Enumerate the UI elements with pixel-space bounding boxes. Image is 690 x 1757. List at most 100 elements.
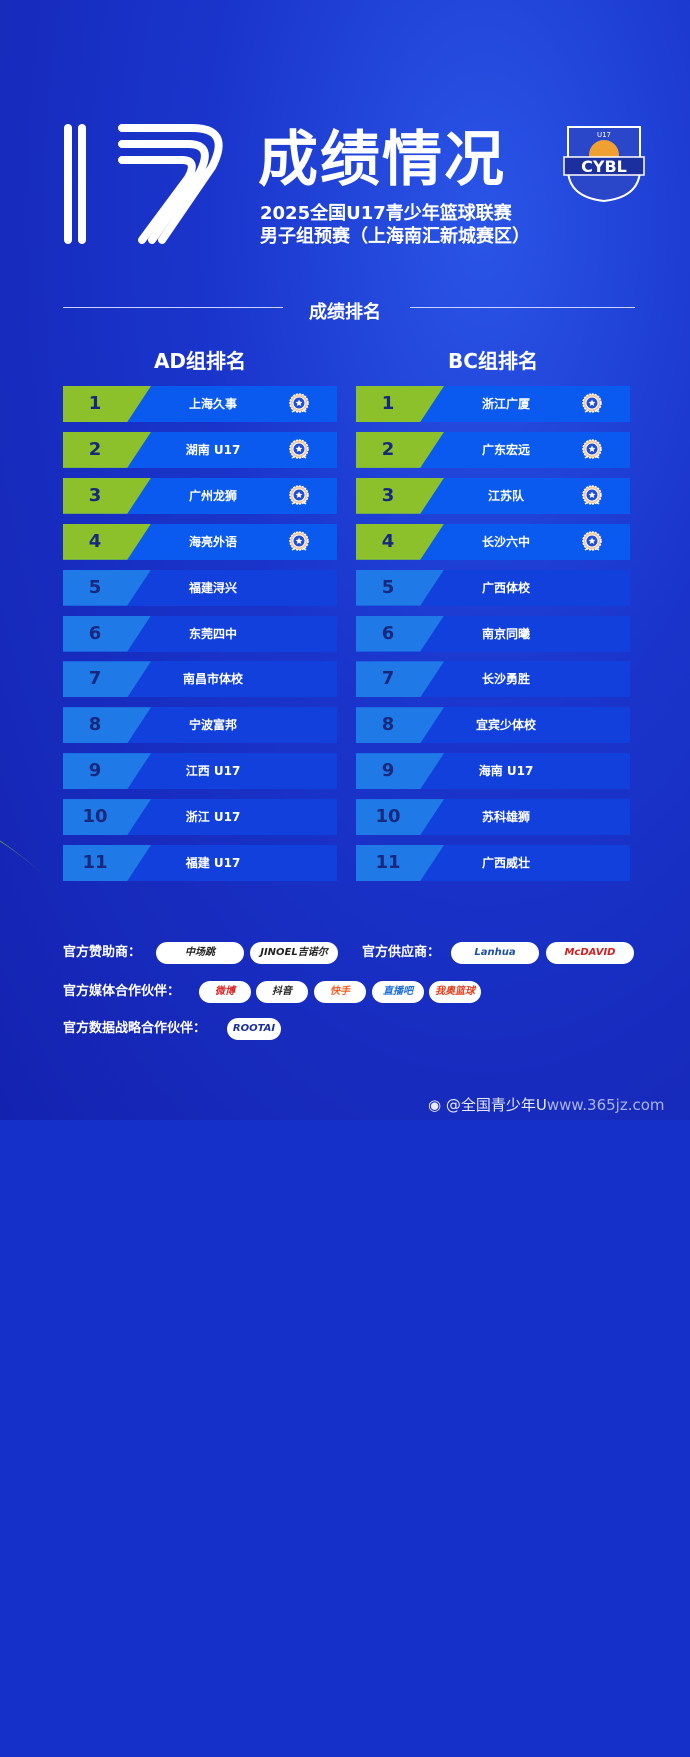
rank-number: 1 bbox=[88, 393, 102, 414]
rank-number: 8 bbox=[381, 714, 395, 736]
team-name: 苏科雄狮 bbox=[481, 810, 530, 825]
ranking-row: 3 广州龙狮 bbox=[63, 477, 337, 514]
ranking-row: 9 江西 U17 bbox=[63, 753, 337, 790]
divider-left bbox=[63, 307, 283, 308]
team-name: 浙江广厦 bbox=[481, 397, 530, 411]
rank-number: 5 bbox=[381, 576, 395, 598]
ranking-row: 6 南京同曦 bbox=[356, 615, 630, 652]
site-watermark: www.365jz.com bbox=[546, 1096, 665, 1114]
medal-icon bbox=[287, 392, 311, 416]
section-title: 成绩排名 bbox=[309, 302, 381, 323]
supplier-label: 官方供应商： bbox=[362, 945, 441, 960]
rank-number: 8 bbox=[88, 714, 102, 736]
team-name: 南京同曦 bbox=[481, 626, 530, 641]
rank-number: 4 bbox=[88, 530, 102, 552]
ranking-row: 10 苏科雄狮 bbox=[356, 799, 630, 836]
divider-right bbox=[410, 307, 635, 308]
team-name: 福建 U17 bbox=[185, 856, 241, 870]
rank-number: 7 bbox=[381, 668, 395, 690]
medal-icon bbox=[287, 530, 311, 554]
medal-icon bbox=[580, 530, 604, 554]
rank-number: 2 bbox=[381, 438, 395, 460]
rank-number: 7 bbox=[88, 668, 102, 690]
rank-number: 2 bbox=[88, 438, 102, 460]
ranking-row: 8 宜宾少体校 bbox=[356, 707, 630, 744]
svg-text:U17: U17 bbox=[597, 131, 611, 139]
group-title-bc: BC组排名 bbox=[448, 349, 538, 373]
rank-number: 1 bbox=[381, 393, 395, 414]
ranking-row: 6 东莞四中 bbox=[63, 615, 337, 652]
ranking-row: 2 湖南 U17 bbox=[63, 431, 337, 468]
rank-number: 3 bbox=[88, 484, 102, 506]
team-name: 海亮外语 bbox=[188, 534, 237, 549]
medal-icon bbox=[580, 438, 604, 462]
rank-number: 9 bbox=[88, 760, 102, 782]
sponsor-label: 官方赞助商： bbox=[63, 945, 142, 960]
medal-icon bbox=[287, 438, 311, 462]
team-name: 广西威壮 bbox=[481, 856, 530, 870]
ranking-row: 2 广东宏远 bbox=[356, 431, 630, 468]
media-logo-weibo: 微博 bbox=[199, 981, 251, 1003]
team-name: 广西体校 bbox=[481, 580, 530, 595]
data-partner-label: 官方数据战略合作伙伴： bbox=[63, 1021, 207, 1036]
media-logo-douyin: 抖音 bbox=[256, 981, 308, 1003]
subtitle-line-2: 男子组预赛（上海南汇新城赛区） bbox=[260, 226, 530, 247]
ranking-row: 1 浙江广厦 bbox=[356, 386, 630, 422]
team-name: 江西 U17 bbox=[185, 764, 241, 779]
number-17-graphic bbox=[64, 124, 223, 244]
team-name: 海南 U17 bbox=[478, 764, 534, 779]
rank-number: 4 bbox=[381, 530, 395, 552]
sponsor-logo-2: JINOEL吉诺尔 bbox=[250, 942, 338, 964]
group-title-ad: AD组排名 bbox=[153, 349, 247, 373]
media-logo-kuaishou: 快手 bbox=[314, 981, 366, 1003]
team-name: 南昌市体校 bbox=[182, 672, 243, 687]
team-name: 上海久事 bbox=[188, 397, 237, 411]
ranking-row: 1 上海久事 bbox=[63, 386, 337, 422]
rank-number: 10 bbox=[82, 806, 108, 828]
ranking-row: 4 海亮外语 bbox=[63, 523, 337, 560]
team-name: 长沙六中 bbox=[481, 534, 530, 549]
media-label: 官方媒体合作伙伴： bbox=[63, 984, 181, 999]
rank-number: 6 bbox=[88, 622, 102, 644]
ranking-row: 4 长沙六中 bbox=[356, 523, 630, 560]
svg-text:CYBL: CYBL bbox=[581, 157, 627, 176]
ranking-row: 11 福建 U17 bbox=[63, 845, 337, 881]
team-name: 浙江 U17 bbox=[185, 810, 241, 825]
team-name: 湖南 U17 bbox=[185, 442, 241, 457]
team-name: 宜宾少体校 bbox=[475, 718, 536, 733]
rank-number: 10 bbox=[375, 806, 401, 828]
weibo-watermark: ◉ @全国青少年Uwww.365jz.com bbox=[428, 1094, 665, 1115]
sponsor-logo-1: 中场跳 bbox=[156, 942, 244, 964]
ranking-row: 3 江苏队 bbox=[356, 477, 630, 514]
rank-number: 11 bbox=[82, 852, 108, 873]
ranking-row: 10 浙江 U17 bbox=[63, 799, 337, 836]
supplier-logo-2: McDAVID bbox=[546, 942, 634, 964]
subtitle-line-1: 2025全国U17青少年篮球联赛 bbox=[260, 203, 512, 224]
cybl-logo: CYBL U17 bbox=[563, 126, 645, 203]
team-name: 江苏队 bbox=[487, 488, 524, 503]
ranking-row: 8 宁波富邦 bbox=[63, 707, 337, 744]
team-name: 宁波富邦 bbox=[188, 718, 237, 733]
ranking-row: 7 南昌市体校 bbox=[63, 661, 337, 698]
ranking-row: 5 广西体校 bbox=[356, 569, 630, 606]
ranking-row: 9 海南 U17 bbox=[356, 753, 630, 790]
data-partner-logo: ROOTAI bbox=[227, 1018, 281, 1040]
rank-number: 11 bbox=[375, 852, 401, 873]
team-name: 东莞四中 bbox=[188, 626, 237, 641]
weibo-icon: ◉ bbox=[428, 1096, 442, 1114]
medal-icon bbox=[287, 484, 311, 508]
medal-icon bbox=[580, 484, 604, 508]
team-name: 长沙勇胜 bbox=[481, 672, 530, 687]
media-logo-5: 我奥篮球 bbox=[429, 981, 481, 1003]
supplier-logo-1: Lanhua bbox=[451, 942, 539, 964]
ranking-row: 5 福建浔兴 bbox=[63, 569, 337, 606]
ranking-row: 11 广西威壮 bbox=[356, 845, 630, 881]
team-name: 广州龙狮 bbox=[188, 488, 237, 503]
media-logo-zhibo8: 直播吧 bbox=[372, 981, 424, 1003]
rank-number: 9 bbox=[381, 760, 395, 782]
medal-icon bbox=[580, 392, 604, 416]
rank-number: 5 bbox=[88, 576, 102, 598]
rank-number: 3 bbox=[381, 484, 395, 506]
team-name: 福建浔兴 bbox=[188, 580, 237, 595]
ranking-row: 7 长沙勇胜 bbox=[356, 661, 630, 698]
